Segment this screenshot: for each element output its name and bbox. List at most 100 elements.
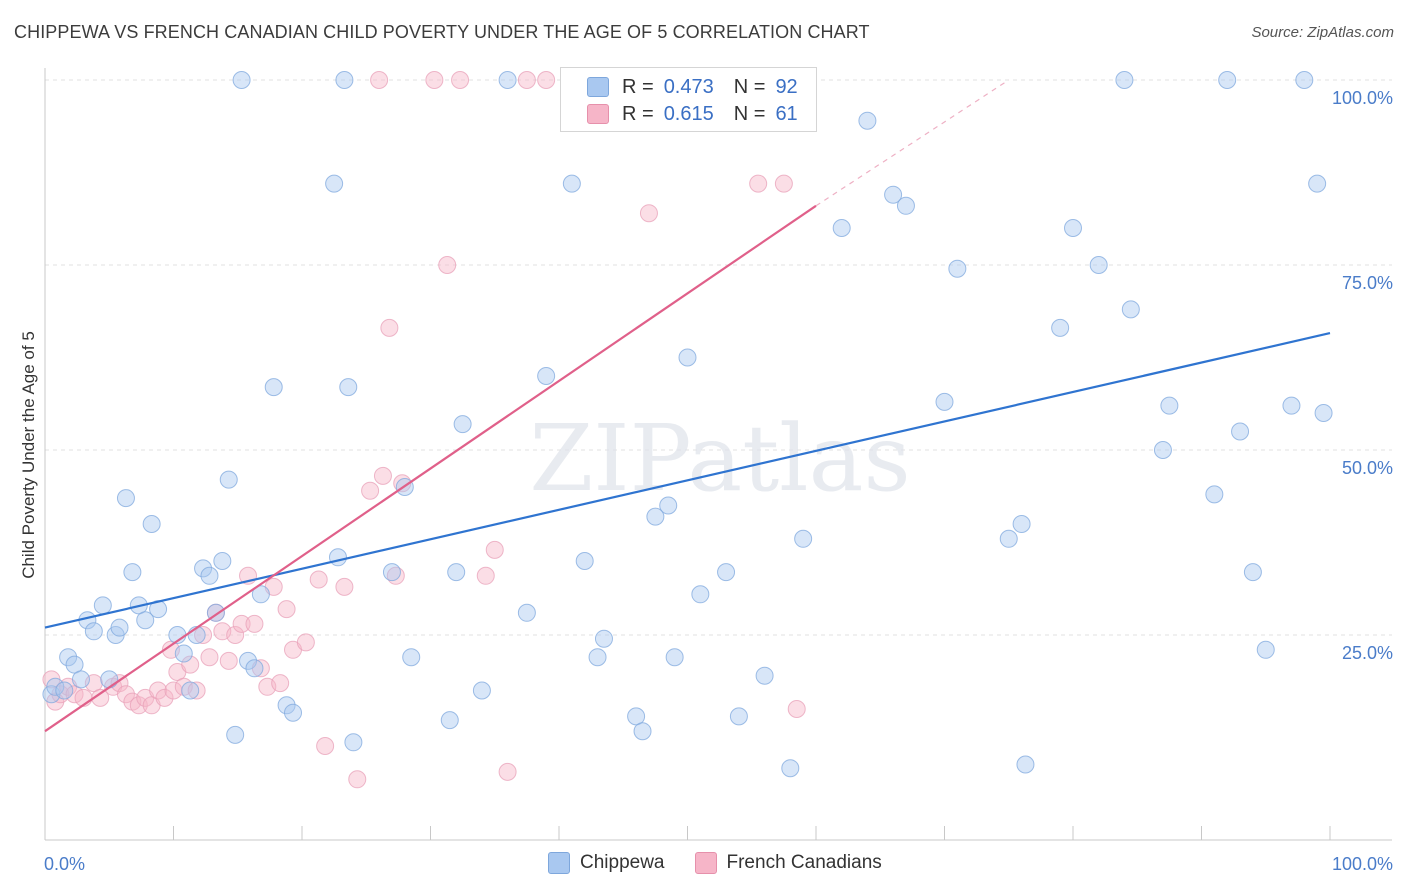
french-canadians-trend-extension: [815, 79, 1010, 207]
data-point: [1256, 640, 1275, 659]
data-point: [588, 648, 607, 667]
data-point: [373, 466, 392, 485]
data-point: [633, 722, 652, 741]
data-point: [219, 651, 238, 670]
data-point: [100, 670, 119, 689]
data-point: [1160, 396, 1179, 415]
data-point: [498, 762, 517, 781]
data-point: [447, 563, 466, 582]
legend-row-french-canadians: R = 0.615 N = 61: [587, 102, 798, 126]
data-point: [213, 552, 232, 570]
data-point: [335, 71, 354, 89]
data-point: [277, 600, 296, 619]
data-point: [251, 585, 270, 604]
data-point: [575, 552, 594, 570]
series-legend: Chippewa French Canadians: [548, 852, 912, 874]
data-point: [659, 496, 678, 515]
data-point: [1051, 318, 1070, 337]
data-point: [370, 71, 389, 89]
data-point: [453, 415, 472, 434]
data-point: [181, 681, 200, 700]
legend-item-chippewa[interactable]: Chippewa: [548, 852, 665, 874]
data-point: [1121, 300, 1140, 319]
data-point: [755, 666, 774, 685]
data-point: [485, 540, 504, 559]
data-point: [93, 596, 112, 615]
data-point: [194, 626, 213, 644]
trend-lines: [44, 79, 1331, 733]
data-point: [451, 71, 470, 89]
data-point: [858, 111, 877, 130]
data-point: [1308, 174, 1327, 193]
n-label: N =: [733, 102, 766, 125]
data-point: [59, 648, 78, 667]
chippewa-r-value: 0.473: [663, 75, 714, 98]
data-point: [226, 725, 245, 744]
r-label: R =: [622, 102, 654, 125]
data-point: [781, 759, 800, 778]
data-point: [174, 644, 193, 663]
legend-row-chippewa: R = 0.473 N = 92: [587, 75, 798, 99]
chippewa-points: [42, 71, 1333, 778]
french-canadians-swatch: [587, 104, 609, 124]
data-point: [245, 659, 264, 678]
data-point: [517, 603, 536, 622]
data-point: [594, 629, 613, 648]
data-point: [1231, 422, 1250, 441]
x-tick-label-max: 100.0%: [1332, 854, 1393, 874]
data-point: [665, 648, 684, 667]
french-canadians-legend-swatch: [694, 852, 717, 874]
data-point: [1153, 441, 1172, 459]
data-point: [1243, 563, 1262, 582]
data-point: [639, 204, 658, 223]
data-point: [344, 733, 363, 752]
data-point: [277, 696, 296, 715]
data-point: [325, 174, 344, 193]
data-point: [884, 185, 903, 204]
data-point: [239, 651, 258, 670]
data-point: [187, 681, 206, 700]
data-point: [476, 566, 495, 585]
data-point: [498, 71, 517, 89]
data-point: [194, 559, 213, 578]
chart-title: CHIPPEWA VS FRENCH CANADIAN CHILD POVERT…: [14, 22, 870, 42]
data-point: [935, 392, 954, 411]
data-point: [339, 378, 358, 397]
data-point: [155, 688, 174, 707]
data-point: [55, 681, 74, 700]
data-point: [142, 515, 161, 533]
french-canadians-legend-label: French Canadians: [726, 852, 882, 873]
gridlines: [45, 79, 1392, 636]
data-point: [729, 707, 748, 726]
data-point: [1295, 71, 1314, 89]
source-label: Source: ZipAtlas.com: [1251, 24, 1394, 41]
data-point: [1314, 404, 1333, 422]
data-point: [1016, 755, 1035, 774]
axes: [44, 68, 1392, 841]
data-point: [264, 378, 283, 397]
legend-item-french-canadians[interactable]: French Canadians: [694, 852, 882, 874]
data-point: [123, 563, 142, 582]
data-point: [361, 481, 380, 500]
data-point: [646, 507, 665, 526]
chippewa-swatch: [587, 77, 609, 97]
data-point: [787, 700, 806, 718]
y-tick-label: 50.0%: [1342, 458, 1393, 478]
data-point: [46, 677, 65, 696]
data-point: [232, 614, 251, 633]
data-point: [136, 611, 155, 630]
data-point: [562, 174, 581, 193]
data-point: [1012, 515, 1031, 533]
french-canadians-r-value: 0.615: [663, 102, 714, 125]
r-label: R =: [622, 75, 654, 98]
data-point: [84, 622, 103, 641]
data-point: [537, 71, 556, 89]
data-point: [517, 71, 536, 89]
data-point: [774, 174, 793, 193]
data-point: [425, 71, 444, 89]
data-point: [832, 219, 851, 237]
y-tick-label: 25.0%: [1342, 643, 1393, 663]
correlation-legend: R = 0.473 N = 92 R = 0.615 N = 61: [560, 67, 817, 132]
data-point: [1064, 219, 1082, 237]
watermark: ZIPatlas: [529, 405, 910, 512]
